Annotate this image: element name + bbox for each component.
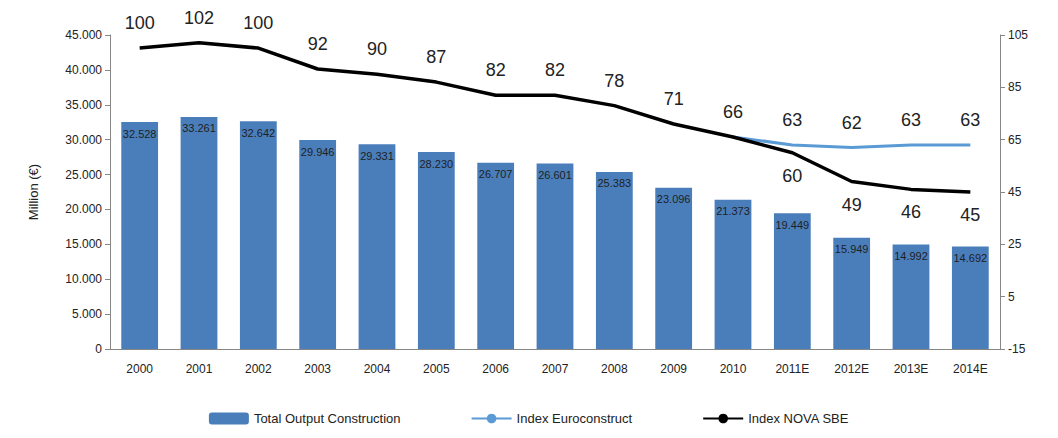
svg-text:32.528: 32.528 <box>123 128 157 140</box>
svg-text:49: 49 <box>842 195 862 215</box>
svg-text:21.373: 21.373 <box>716 205 750 217</box>
svg-text:100: 100 <box>125 13 155 33</box>
svg-text:85: 85 <box>1008 80 1022 94</box>
svg-text:2006: 2006 <box>482 362 509 376</box>
svg-text:10.000: 10.000 <box>65 272 102 286</box>
svg-text:62: 62 <box>842 113 862 133</box>
svg-text:60: 60 <box>782 166 802 186</box>
svg-text:71: 71 <box>664 89 684 109</box>
svg-text:2002: 2002 <box>245 362 272 376</box>
svg-text:102: 102 <box>184 8 214 28</box>
svg-text:0: 0 <box>95 342 102 356</box>
svg-text:15.949: 15.949 <box>835 243 869 255</box>
svg-text:2008: 2008 <box>601 362 628 376</box>
svg-text:26.601: 26.601 <box>538 169 572 181</box>
svg-text:5: 5 <box>1008 290 1015 304</box>
svg-text:2014E: 2014E <box>953 362 988 376</box>
svg-text:14.692: 14.692 <box>954 252 988 264</box>
svg-text:15.000: 15.000 <box>65 237 102 251</box>
svg-text:66: 66 <box>723 102 743 122</box>
svg-text:2009: 2009 <box>660 362 687 376</box>
svg-text:2011E: 2011E <box>775 362 809 376</box>
svg-text:45: 45 <box>960 205 980 225</box>
svg-text:2012E: 2012E <box>834 362 869 376</box>
svg-text:82: 82 <box>486 60 506 80</box>
svg-text:105: 105 <box>1008 28 1028 42</box>
svg-text:90: 90 <box>367 39 387 59</box>
svg-text:14.992: 14.992 <box>894 250 928 262</box>
svg-text:Million (€): Million (€) <box>26 164 41 220</box>
svg-text:25.383: 25.383 <box>598 177 632 189</box>
svg-text:2005: 2005 <box>423 362 450 376</box>
svg-text:78: 78 <box>604 71 624 91</box>
svg-text:30.000: 30.000 <box>65 133 102 147</box>
svg-text:40.000: 40.000 <box>65 63 102 77</box>
svg-text:2013E: 2013E <box>894 362 929 376</box>
svg-text:45.000: 45.000 <box>65 28 102 42</box>
svg-text:5.000: 5.000 <box>72 307 102 321</box>
svg-text:87: 87 <box>426 47 446 67</box>
svg-text:35.000: 35.000 <box>65 98 102 112</box>
svg-text:2003: 2003 <box>304 362 331 376</box>
svg-text:25.000: 25.000 <box>65 168 102 182</box>
svg-text:100: 100 <box>243 13 273 33</box>
svg-text:29.331: 29.331 <box>360 150 394 162</box>
svg-text:63: 63 <box>960 110 980 130</box>
svg-text:Index Euroconstruct: Index Euroconstruct <box>517 411 633 426</box>
svg-text:2007: 2007 <box>542 362 569 376</box>
svg-text:26.707: 26.707 <box>479 168 513 180</box>
svg-text:Index NOVA SBE: Index NOVA SBE <box>748 411 849 426</box>
svg-text:29.946: 29.946 <box>301 146 335 158</box>
svg-text:63: 63 <box>901 110 921 130</box>
svg-text:92: 92 <box>308 34 328 54</box>
svg-text:23.096: 23.096 <box>657 193 691 205</box>
svg-text:-15: -15 <box>1008 342 1026 356</box>
svg-text:45: 45 <box>1008 185 1022 199</box>
svg-text:2001: 2001 <box>186 362 213 376</box>
svg-text:20.000: 20.000 <box>65 202 102 216</box>
svg-text:65: 65 <box>1008 133 1022 147</box>
svg-text:2010: 2010 <box>720 362 747 376</box>
svg-text:19.449: 19.449 <box>776 219 810 231</box>
svg-text:46: 46 <box>901 202 921 222</box>
svg-text:63: 63 <box>782 110 802 130</box>
svg-text:2000: 2000 <box>126 362 153 376</box>
svg-text:28.230: 28.230 <box>420 158 454 170</box>
svg-text:32.642: 32.642 <box>242 127 276 139</box>
svg-text:Total Output Construction: Total Output Construction <box>254 411 401 426</box>
svg-text:2004: 2004 <box>364 362 391 376</box>
svg-text:82: 82 <box>545 60 565 80</box>
svg-text:25: 25 <box>1008 237 1022 251</box>
svg-text:33.261: 33.261 <box>182 122 216 134</box>
